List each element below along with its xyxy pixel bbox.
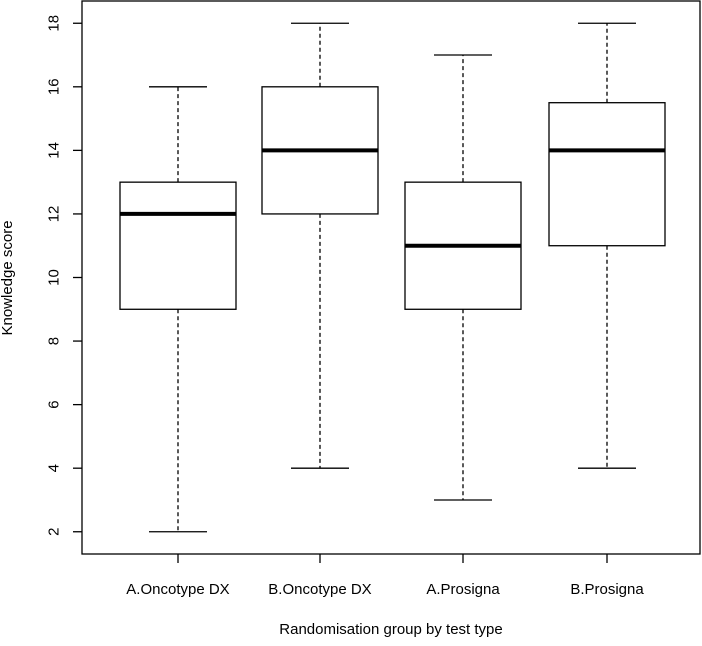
y-tick-label: 2 <box>46 528 63 536</box>
box-group <box>261 22 379 469</box>
x-tick-label: A.Oncotype DX <box>126 581 229 598</box>
iqr-box <box>548 102 666 247</box>
y-tick-label: 6 <box>46 400 63 408</box>
x-tick-label: A.Prosigna <box>426 581 500 598</box>
box-group <box>119 86 237 533</box>
y-tick-label: 18 <box>46 15 63 32</box>
box-group <box>548 22 666 469</box>
box-group <box>404 54 522 501</box>
y-tick-label: 8 <box>46 337 63 345</box>
y-axis-label: Knowledge score <box>0 220 16 335</box>
x-tick-label: B.Oncotype DX <box>268 581 371 598</box>
y-tick-label: 14 <box>46 142 63 159</box>
y-tick-label: 16 <box>46 78 63 95</box>
y-tick-label: 4 <box>46 464 63 472</box>
x-tick-label: B.Prosigna <box>570 581 644 598</box>
x-axis: A.Oncotype DX B.Oncotype DX A.Prosigna B.Pr… <box>126 554 644 598</box>
y-tick-label: 10 <box>46 269 63 286</box>
boxes <box>119 22 666 533</box>
x-axis-label: Randomisation group by test type <box>279 621 502 638</box>
iqr-box <box>119 181 237 310</box>
y-tick-label: 12 <box>46 206 63 223</box>
y-axis: 2 4 6 8 10 12 14 16 18 <box>46 15 82 536</box>
